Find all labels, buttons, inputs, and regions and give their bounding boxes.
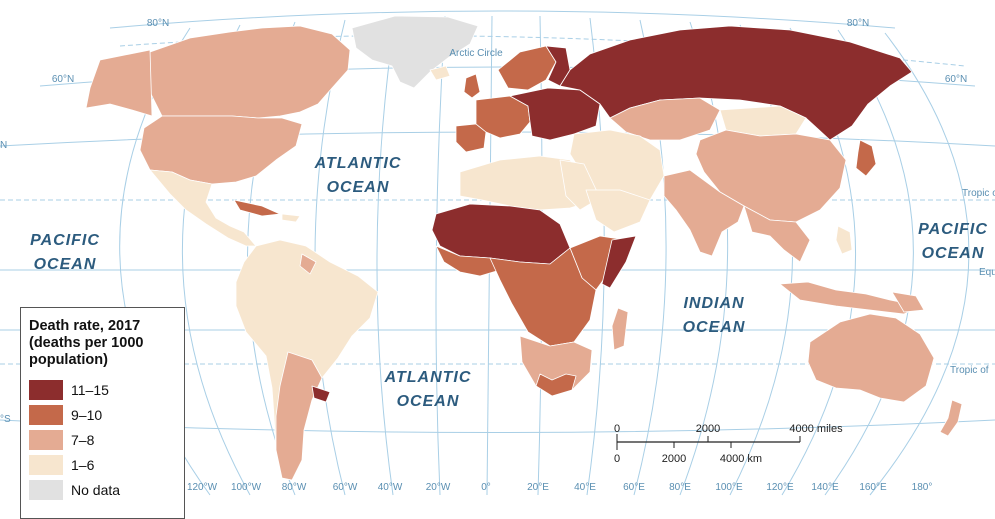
ocean-label-pacific-right-1: PACIFIC (918, 221, 988, 238)
scale-bar: 0 2000 4000 miles 0 2000 4000 km (614, 423, 843, 465)
legend-item-9-10: 9–10 (29, 402, 176, 427)
papua (891, 291, 925, 313)
madagascar (611, 307, 629, 351)
legend-item-11-15: 11–15 (29, 377, 176, 402)
legend-label: No data (71, 481, 121, 498)
greenland (351, 15, 479, 89)
legend-label: 9–10 (71, 406, 103, 423)
haiti (281, 213, 301, 223)
lat-label: 80°N (847, 18, 869, 29)
ocean-label-pacific-right-2: OCEAN (922, 245, 985, 262)
line-label-arctic-circle: Arctic Circle (449, 48, 503, 59)
legend-item-7-8: 7–8 (29, 427, 176, 452)
scale-miles-4000: 4000 miles (789, 423, 843, 435)
scandinavia (497, 45, 557, 91)
canada (139, 25, 351, 119)
line-label-equator: Equ (979, 267, 995, 278)
lon-label: 100°W (231, 482, 262, 493)
lon-label: 0° (481, 482, 491, 493)
ocean-label-atlantic-north-1: ATLANTIC (314, 155, 402, 172)
alaska (85, 49, 153, 117)
legend-item-1-6: 1–6 (29, 452, 176, 477)
legend-label: 11–15 (71, 381, 109, 398)
legend-swatch (29, 429, 63, 450)
legend-swatch (29, 454, 63, 475)
philippines (835, 225, 853, 255)
south-africa (535, 373, 577, 397)
ocean-label-atlantic-north-2: OCEAN (327, 179, 390, 196)
lon-label: 120°E (766, 482, 794, 493)
united-states (139, 115, 303, 185)
lon-label: 180° (912, 482, 933, 493)
argentina (275, 351, 323, 481)
lat-label: 80°N (147, 18, 169, 29)
lon-label: 20°W (426, 482, 451, 493)
legend-label: 1–6 (71, 456, 95, 473)
ocean-label-atlantic-south-2: OCEAN (397, 393, 460, 410)
lon-label: 20°E (527, 482, 549, 493)
countries (85, 15, 963, 481)
ocean-label-atlantic-south-1: ATLANTIC (384, 369, 472, 386)
china (695, 129, 847, 223)
lon-label: 160°E (859, 482, 887, 493)
ocean-label-indian-1: INDIAN (683, 295, 744, 312)
ocean-label-indian-2: OCEAN (683, 319, 746, 336)
legend-swatch (29, 404, 63, 425)
lon-label: 120°W (187, 482, 218, 493)
line-label-tropic-capricorn: Tropic of (950, 365, 989, 376)
lon-label: 100°E (715, 482, 743, 493)
scale-km-2000: 2000 (662, 453, 686, 465)
scale-km-0: 0 (614, 453, 620, 465)
india (663, 169, 745, 257)
line-label-tropic-cancer: Tropic of (962, 188, 995, 199)
graticule-labels: 80°N 80°N 60°N 60°N N °S Arctic Circle T… (0, 18, 995, 493)
west-africa-coast (435, 245, 501, 277)
lat-label: 60°N (945, 74, 967, 85)
legend-swatch (29, 479, 63, 500)
legend-label: 7–8 (71, 431, 95, 448)
lon-label: 60°W (333, 482, 358, 493)
lon-label: 40°E (574, 482, 596, 493)
ocean-labels: PACIFIC OCEAN ATLANTIC OCEAN ATLANTIC OC… (30, 155, 988, 410)
guyana (299, 253, 317, 275)
cuba (233, 199, 281, 217)
lat-label: °S (0, 414, 11, 425)
ocean-label-pacific-left-1: PACIFIC (30, 232, 100, 249)
uk (463, 73, 481, 99)
lat-label: N (0, 140, 7, 151)
legend: Death rate, 2017 (deaths per 1000 popula… (20, 307, 185, 519)
australia (807, 313, 935, 403)
japan (855, 139, 877, 177)
southeast-asia (743, 205, 811, 263)
lon-label: 80°E (669, 482, 691, 493)
iceland (429, 65, 451, 81)
lon-label: 40°W (378, 482, 403, 493)
somalia (601, 235, 637, 289)
lon-label: 80°W (282, 482, 307, 493)
uruguay (311, 385, 331, 403)
scale-km-4000: 4000 km (720, 453, 762, 465)
lat-label: 60°N (52, 74, 74, 85)
arabia (585, 189, 651, 233)
legend-swatch (29, 379, 63, 400)
central-africa (489, 247, 597, 347)
lon-label: 140°E (811, 482, 839, 493)
mexico (149, 169, 257, 247)
legend-title: Death rate, 2017 (deaths per 1000 popula… (29, 318, 144, 368)
scale-miles-0: 0 (614, 423, 620, 435)
lon-label: 60°E (623, 482, 645, 493)
legend-item-no-data: No data (29, 477, 176, 502)
ocean-label-pacific-left-2: OCEAN (34, 256, 97, 273)
new-zealand (939, 399, 963, 437)
scale-miles-2000: 2000 (696, 423, 720, 435)
